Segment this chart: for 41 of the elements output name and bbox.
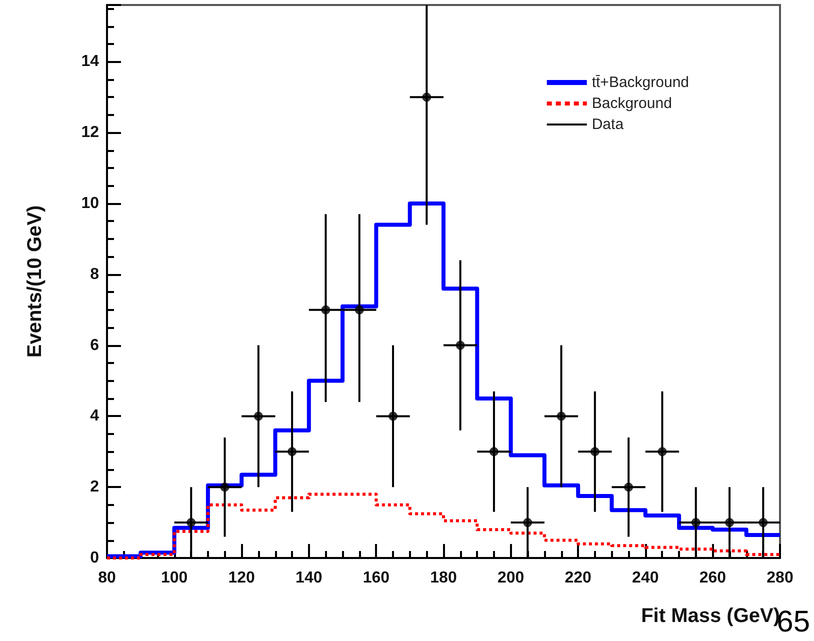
point (489, 447, 498, 456)
x-tick-label: 140 (296, 570, 322, 586)
point (220, 482, 230, 492)
y-tick-label: 0 (90, 550, 100, 566)
point (758, 518, 768, 528)
point (624, 482, 634, 492)
y-tick-label: 12 (81, 124, 100, 142)
y-tick-label: 2 (90, 478, 100, 496)
legend-label: Background (592, 95, 672, 112)
y-tick-label: 10 (81, 195, 100, 212)
point (254, 412, 263, 421)
y-tick-label: 4 (90, 408, 100, 425)
point (354, 305, 364, 314)
y-tick-label: 8 (90, 266, 100, 283)
point (186, 518, 196, 528)
point (725, 518, 734, 528)
legend-label: Data (592, 116, 624, 133)
point (288, 447, 297, 456)
y-tick-label: 14 (81, 53, 100, 70)
x-tick-label: 280 (766, 570, 794, 586)
point (556, 412, 566, 421)
point (456, 340, 465, 350)
x-tick-label: 220 (564, 570, 592, 586)
point (422, 92, 432, 102)
point (321, 305, 330, 314)
x-tick-label: 120 (228, 570, 256, 586)
x-tick-label: 160 (362, 570, 390, 586)
legend-label: tt̄+Background (592, 74, 690, 91)
x-tick-label: 260 (699, 570, 726, 586)
x-tick-label: 80 (98, 570, 116, 586)
x-tick-label: 180 (430, 570, 457, 586)
y-tick-label: 6 (90, 336, 100, 354)
y-axis-title: Events/(10 GeV) (24, 205, 46, 358)
point (523, 518, 532, 528)
x-tick-label: 100 (160, 570, 188, 586)
x-tick-label: 240 (632, 570, 659, 586)
point (590, 447, 600, 456)
point (388, 412, 398, 421)
x-tick-label: 200 (497, 570, 524, 586)
point (658, 447, 667, 456)
point (691, 518, 700, 528)
